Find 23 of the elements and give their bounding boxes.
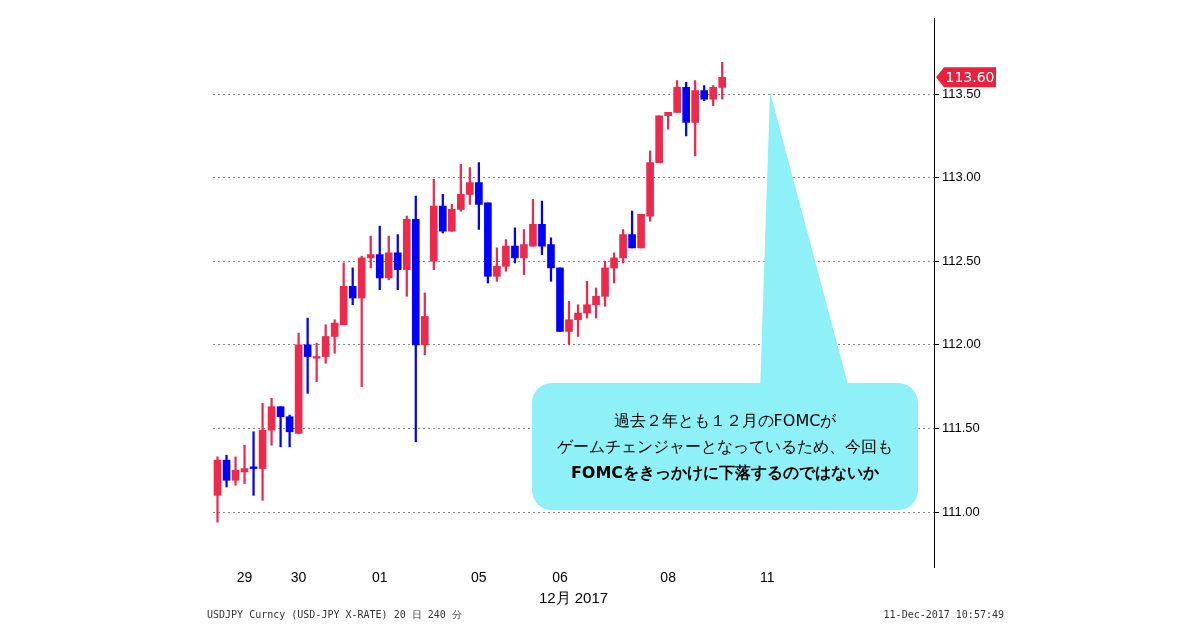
annotation: FOMCをきっかけに下落するのではないか bbox=[570, 461, 880, 484]
x-tick-label: 01 bbox=[371, 569, 388, 586]
y-tick-label: 111.00 bbox=[942, 503, 980, 519]
y-tick-label: 112.00 bbox=[942, 336, 981, 352]
y-tick-label: 111.50 bbox=[942, 420, 980, 436]
candlestick bbox=[276, 406, 285, 448]
x-tick-label: 29 bbox=[236, 569, 253, 586]
x-tick-label: 08 bbox=[660, 569, 677, 586]
annotation: 過去２年とも１２月のFOMCが bbox=[613, 409, 837, 432]
candlestick bbox=[240, 444, 249, 484]
annotation: ゲームチェンジャーとなっているため、今回も bbox=[557, 435, 893, 458]
x-tick-label: 05 bbox=[471, 569, 487, 586]
x-tick-label: 06 bbox=[552, 569, 568, 586]
text: 11-Dec-2017 10:57:49 bbox=[883, 609, 1004, 620]
x-axis-title: 12月 2017 bbox=[538, 589, 609, 607]
y-tick-label: 113.50 bbox=[942, 85, 981, 101]
x-tick-label: 11 bbox=[760, 569, 775, 586]
speech-bubble: 過去２年とも１２月のFOMCが ゲームチェンジャーとなっているため、今回も FOMCをきっかけに下落するのではないか bbox=[532, 92, 918, 510]
x-tick-label: 30 bbox=[290, 569, 307, 586]
y-tick-label: 112.50 bbox=[942, 252, 981, 268]
text: 113.60 bbox=[945, 68, 995, 85]
y-tick-label: 113.00 bbox=[942, 169, 981, 185]
text: USDJPY Curncy (USD-JPY X-RATE) 20 日 240 分 bbox=[207, 609, 462, 620]
